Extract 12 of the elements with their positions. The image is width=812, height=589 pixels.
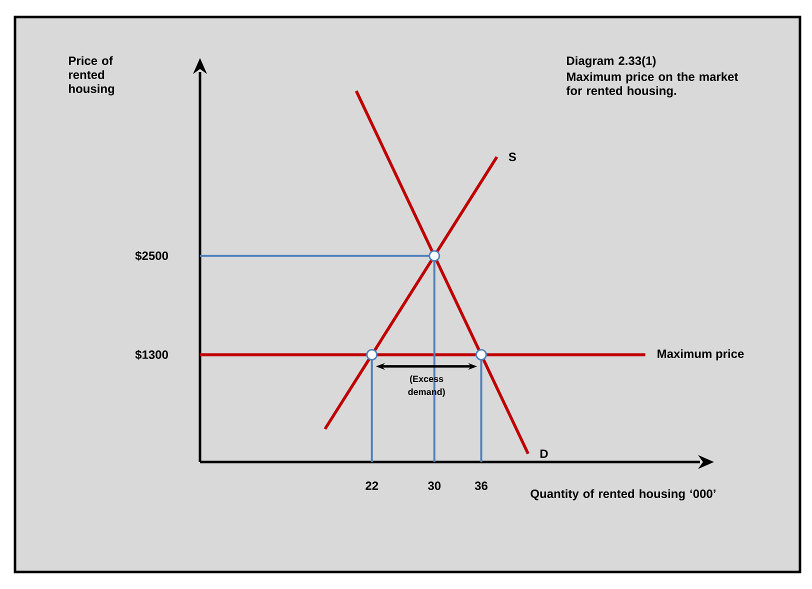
series-label: Maximum price <box>658 349 744 360</box>
series-label: S <box>508 152 516 162</box>
series-label: D <box>540 450 548 458</box>
x-tick-label: 36 <box>474 482 488 490</box>
x-tick-label: 30 <box>428 482 441 490</box>
chart-title: Diagram 2.33(1) <box>567 56 656 68</box>
y-tick-label: $2500 <box>135 250 168 261</box>
y-axis-title: Price of rented housing <box>68 56 114 96</box>
x-axis-title: Quantity of rented housing ‘000’ <box>530 489 716 500</box>
text: Maximum price on the market for rented housing. <box>566 72 738 98</box>
y-tick-label: $1300 <box>135 350 168 360</box>
x-tick-label: 22 <box>366 482 378 490</box>
